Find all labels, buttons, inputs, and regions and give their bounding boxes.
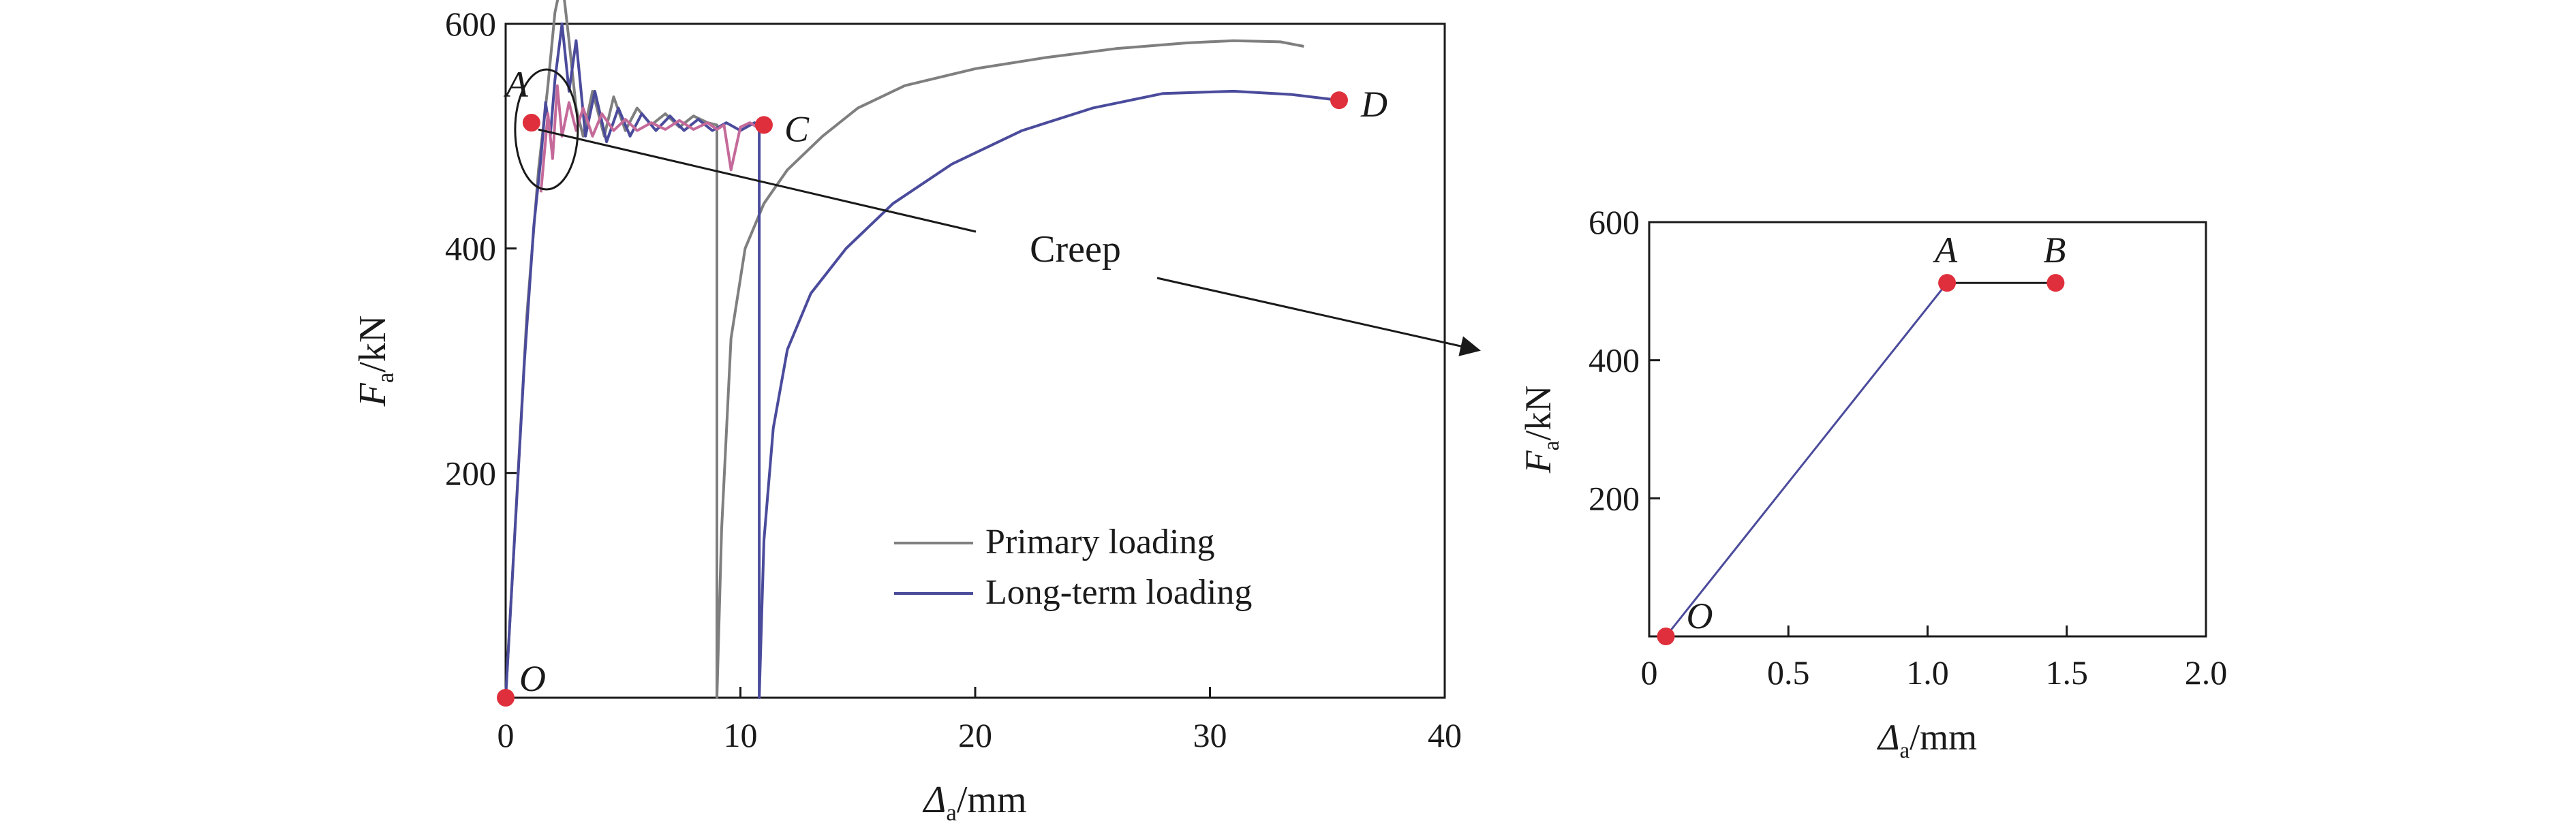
- main-x-axis-title-symbol: Δ: [922, 779, 946, 821]
- point-C: [754, 116, 773, 134]
- x-tick-label: 2.0: [2185, 653, 2228, 692]
- legend-label-1: Long-term loading: [985, 573, 1252, 612]
- inset-x-axis-title-symbol: Δ: [1877, 717, 1900, 758]
- main-x-axis-title: Δa/mm: [922, 779, 1026, 826]
- inset-x-axis-title-subscript: a: [1900, 739, 1910, 763]
- inset-y-axis-title-unit: /kN: [1518, 386, 1559, 441]
- point-label-A: A: [1933, 230, 1958, 271]
- x-tick-label: 0: [497, 716, 515, 754]
- inset-y-axis-title-subscript: a: [1539, 440, 1564, 450]
- point-label-D: D: [1360, 84, 1387, 125]
- y-tick-label: 600: [445, 5, 496, 43]
- creep-label: Creep: [1030, 228, 1121, 271]
- inset-x-axis-title-unit: /mm: [1910, 717, 1977, 758]
- inset-x-axis-title: Δa/mm: [1877, 717, 1977, 763]
- point-B: [2046, 274, 2065, 292]
- series-line-2: [539, 84, 758, 193]
- y-tick-label: 400: [445, 230, 496, 268]
- main-chart: 0 10 20 30 40200400600OACDΔa/mmFa/kNPrimary …: [352, 0, 1462, 826]
- legend-label-0: Primary loading: [985, 523, 1215, 561]
- x-tick-label: 20: [958, 716, 992, 754]
- x-tick-label: 10: [724, 716, 758, 754]
- point-label-O: O: [1687, 596, 1713, 636]
- y-tick-label: 200: [445, 454, 496, 492]
- point-label-O: O: [519, 658, 546, 699]
- main-y-axis-title-subscript: a: [372, 372, 399, 383]
- point-D: [1330, 91, 1348, 110]
- point-A: [1938, 274, 1957, 292]
- legend: Primary loading Long-term loading: [894, 523, 1252, 612]
- x-tick-label: 30: [1193, 716, 1227, 754]
- point-O: [1657, 628, 1675, 645]
- x-tick-label: 1.0: [1906, 653, 1949, 692]
- creep-arrow: [1156, 277, 1481, 356]
- creep-annotation: Creep: [538, 128, 1481, 356]
- plot-frame: [1648, 221, 2207, 638]
- main-y-axis-title: Fa/kN: [352, 315, 399, 407]
- x-tick-label: 0.5: [1767, 653, 1810, 692]
- inset-y-axis-title-symbol: F: [1518, 450, 1559, 474]
- series-line-0: [1665, 282, 1948, 637]
- main-y-axis-title-symbol: F: [352, 382, 394, 407]
- main-x-axis-title-subscript: a: [946, 799, 957, 826]
- y-tick-label: 400: [1589, 341, 1640, 380]
- inset-chart: 0 0.5 1.0 1.5 2.0 200 400 600 O A B Δa/mm Fa/kN: [1518, 203, 2227, 763]
- point-O: [497, 689, 515, 707]
- main-y-axis-title-unit: /kN: [352, 315, 394, 373]
- creep-ellipse: [514, 68, 579, 191]
- x-tick-label: 1.5: [2046, 653, 2089, 692]
- y-tick-label: 200: [1589, 479, 1640, 517]
- x-tick-label: 0: [1641, 653, 1658, 692]
- inset-y-axis-title: Fa/kN: [1518, 386, 1564, 474]
- main-x-axis-title-unit: /mm: [957, 779, 1027, 821]
- creep-leader-line: [538, 128, 977, 233]
- y-tick-label: 600: [1589, 203, 1640, 241]
- point-label-C: C: [784, 108, 810, 149]
- point-label-B: B: [2043, 230, 2066, 271]
- point-A: [522, 114, 540, 132]
- x-tick-label: 40: [1428, 716, 1462, 754]
